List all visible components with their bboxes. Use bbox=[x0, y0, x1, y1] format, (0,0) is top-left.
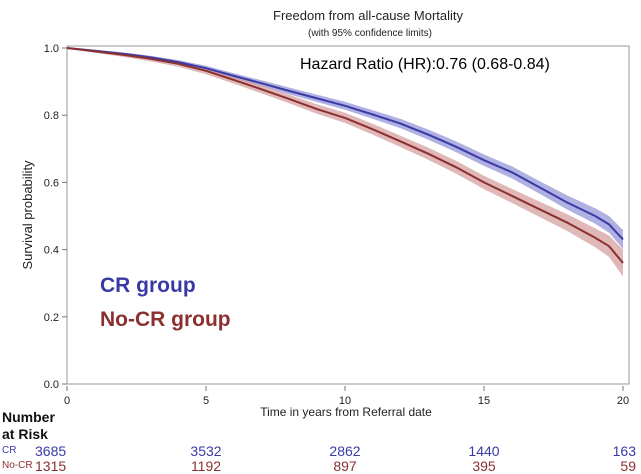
series-layer bbox=[66, 47, 624, 277]
y-tick-label: 0.6 bbox=[44, 177, 59, 189]
risk-table-header-line1: Number bbox=[2, 409, 55, 425]
risk-value: 59 bbox=[620, 458, 636, 474]
series-line-cr bbox=[66, 47, 624, 241]
plot-frame bbox=[66, 45, 630, 385]
risk-row-label: CR bbox=[2, 445, 16, 456]
y-tick-label: 0.0 bbox=[44, 379, 59, 391]
legend-cr-group: CR group bbox=[100, 274, 196, 297]
chart-subtitle: (with 95% confidence limits) bbox=[308, 28, 432, 39]
x-tick-label: 5 bbox=[203, 395, 209, 407]
ci-band-no-cr bbox=[67, 48, 623, 277]
risk-value: 395 bbox=[472, 458, 496, 474]
risk-value: 2862 bbox=[329, 443, 360, 459]
risk-value: 3685 bbox=[35, 443, 66, 459]
risk-row-label: No-CR bbox=[2, 460, 33, 471]
y-tick-label: 1.0 bbox=[44, 43, 59, 55]
y-tick-label: 0.8 bbox=[44, 110, 59, 122]
x-tick-label: 0 bbox=[64, 395, 70, 407]
hazard-ratio-annotation: Hazard Ratio (HR):0.76 (0.68-0.84) bbox=[300, 56, 550, 73]
risk-value: 3532 bbox=[190, 443, 221, 459]
ci-band-cr bbox=[67, 48, 623, 249]
x-axis: 0 5 10 15 20 bbox=[64, 386, 629, 407]
x-tick-label: 10 bbox=[339, 395, 351, 407]
risk-value: 1440 bbox=[468, 443, 499, 459]
risk-table-header-line2: at Risk bbox=[2, 426, 48, 442]
x-tick-label: 15 bbox=[478, 395, 490, 407]
y-axis: 0.0 0.2 0.4 0.6 0.8 1.0 bbox=[44, 43, 67, 391]
risk-table: CR 3685 3532 2862 1440 163 No-CR 1315 1192 897 395… bbox=[2, 443, 636, 474]
risk-value: 1315 bbox=[35, 458, 66, 474]
y-axis-label: Survival probability bbox=[20, 160, 35, 270]
series-line-no-cr bbox=[66, 47, 624, 264]
x-axis-label: Time in years from Referral date bbox=[260, 405, 432, 419]
chart-title: Freedom from all-cause Mortality bbox=[273, 8, 463, 23]
risk-value: 1192 bbox=[191, 458, 221, 474]
x-tick-label: 20 bbox=[617, 395, 629, 407]
risk-value: 163 bbox=[613, 443, 637, 459]
y-tick-label: 0.2 bbox=[44, 312, 59, 324]
risk-value: 897 bbox=[333, 458, 357, 474]
legend-no-cr-group: No-CR group bbox=[100, 308, 231, 331]
y-tick-label: 0.4 bbox=[44, 245, 59, 257]
